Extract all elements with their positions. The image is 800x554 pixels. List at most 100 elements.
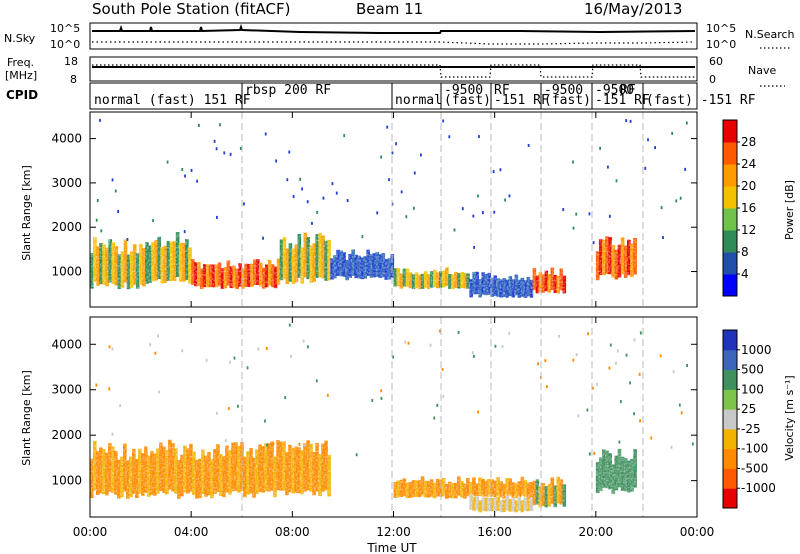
scatter-echo xyxy=(575,353,578,357)
scatter-echo xyxy=(196,179,199,183)
noise-left-tick-bottom: 10^0 xyxy=(50,38,80,51)
cpid-segment: rbsp 200 RF xyxy=(245,83,331,98)
scatter-echo xyxy=(405,215,408,219)
scatter-echo xyxy=(288,150,291,154)
scatter-echo xyxy=(380,155,383,159)
scatter-echo xyxy=(152,219,154,223)
colorbar-tick-label: 1000 xyxy=(741,343,772,357)
noise-panel: N.Sky 10^5 10^0 10^5 10^0 N.Search xyxy=(4,22,795,51)
velocity-ylabel: Slant Range [km] xyxy=(20,370,33,466)
echo-texture xyxy=(330,249,394,281)
scatter-echo xyxy=(272,442,275,446)
scatter-echo xyxy=(391,151,394,155)
scatter-echo xyxy=(501,345,504,349)
colorbar-tick-label: 16 xyxy=(741,201,756,215)
scatter-echo xyxy=(149,343,152,347)
colorbar-tick-label: 4 xyxy=(741,267,749,281)
scatter-echo xyxy=(607,165,609,169)
scatter-echo xyxy=(608,366,611,370)
colorbar-segment xyxy=(723,208,737,231)
scatter-echo xyxy=(413,171,416,175)
cpid-label: CPID xyxy=(6,88,38,102)
y-tick-label: 2000 xyxy=(51,220,82,234)
scatter-echo xyxy=(472,214,475,218)
scatter-echo xyxy=(638,372,641,376)
scatter-echo xyxy=(216,215,218,219)
echo-texture xyxy=(393,267,470,290)
scatter-echo xyxy=(644,166,647,170)
scatter-echo xyxy=(684,167,687,171)
echo-texture xyxy=(90,236,149,290)
scatter-echo xyxy=(233,356,236,360)
scatter-echo xyxy=(508,194,511,198)
scatter-echo xyxy=(442,394,445,398)
time-axis: 00:00 04:00 08:00 12:00 16:00 20:00 00:00 xyxy=(73,112,714,539)
colorbar-segment xyxy=(723,488,737,509)
scatter-echo xyxy=(471,351,474,355)
y-tick-label: 1000 xyxy=(51,474,82,488)
nsky-label: N.Sky xyxy=(4,32,36,45)
scatter-echo xyxy=(395,142,397,146)
scatter-echo xyxy=(265,347,268,351)
scatter-echo xyxy=(407,341,410,345)
cpid-segment: RF xyxy=(494,83,510,98)
cpid-segment: (fast) xyxy=(444,93,491,108)
colorbar-segment xyxy=(723,120,737,143)
scatter-echo xyxy=(558,334,560,338)
scatter-echo xyxy=(544,359,547,363)
scatter-echo xyxy=(315,379,318,383)
scatter-echo xyxy=(436,403,439,407)
scatter-echo xyxy=(181,167,184,171)
scatter-echo xyxy=(95,383,98,387)
scatter-echo xyxy=(326,393,329,397)
y-tick-label: 3000 xyxy=(51,176,82,190)
colorbar-tick-label: -500 xyxy=(741,461,768,475)
scatter-echo xyxy=(96,199,99,203)
colorbar-segment xyxy=(723,274,737,297)
scatter-echo xyxy=(400,190,403,194)
scatter-echo xyxy=(117,209,120,213)
scatter-echo xyxy=(575,212,578,216)
scatter-echo xyxy=(237,404,239,408)
scatter-echo xyxy=(275,159,278,163)
scatter-echo xyxy=(331,182,334,186)
colorbar-tick-label: -1000 xyxy=(741,481,776,495)
scatter-echo xyxy=(481,211,484,215)
scatter-echo xyxy=(108,387,111,391)
scatter-echo xyxy=(239,146,242,150)
scatter-echo xyxy=(442,119,445,123)
noise-frame xyxy=(89,22,698,50)
scatter-echo xyxy=(198,123,200,127)
colorbar-tick-label: 20 xyxy=(741,179,756,193)
scatter-echo xyxy=(246,366,249,370)
scatter-echo xyxy=(376,211,379,215)
scatter-echo xyxy=(618,440,621,444)
scatter-echo xyxy=(650,436,653,440)
echo-texture xyxy=(90,439,331,499)
scatter-echo xyxy=(633,412,635,416)
scatter-echo xyxy=(473,354,475,358)
scatter-echo xyxy=(325,446,328,450)
echo-texture xyxy=(469,271,533,299)
colorbar-segment xyxy=(723,389,737,410)
scatter-echo xyxy=(229,360,231,364)
scatter-echo xyxy=(499,168,502,172)
velocity-colorbar-label: Velocity [m s⁻¹] xyxy=(783,375,796,460)
scatter-echo xyxy=(608,214,611,218)
colorbar-tick-label: 24 xyxy=(741,157,756,171)
scatter-echo xyxy=(290,354,292,358)
scatter-echo xyxy=(284,396,287,400)
scatter-echo xyxy=(429,343,432,347)
scatter-echo xyxy=(629,381,631,385)
colorbar-tick-label: -100 xyxy=(741,442,768,456)
scatter-echo xyxy=(419,153,422,157)
scatter-echo xyxy=(380,396,383,400)
cpid-segment: normal (fast) 151 RF xyxy=(94,93,251,108)
scatter-echo xyxy=(504,198,507,202)
scatter-echo xyxy=(615,361,617,365)
scatter-echo xyxy=(119,404,122,408)
x-tick-label: 00:00 xyxy=(73,525,108,539)
colorbar-tick-label: 100 xyxy=(741,382,764,396)
colorbar-tick-label: 25 xyxy=(741,402,756,416)
